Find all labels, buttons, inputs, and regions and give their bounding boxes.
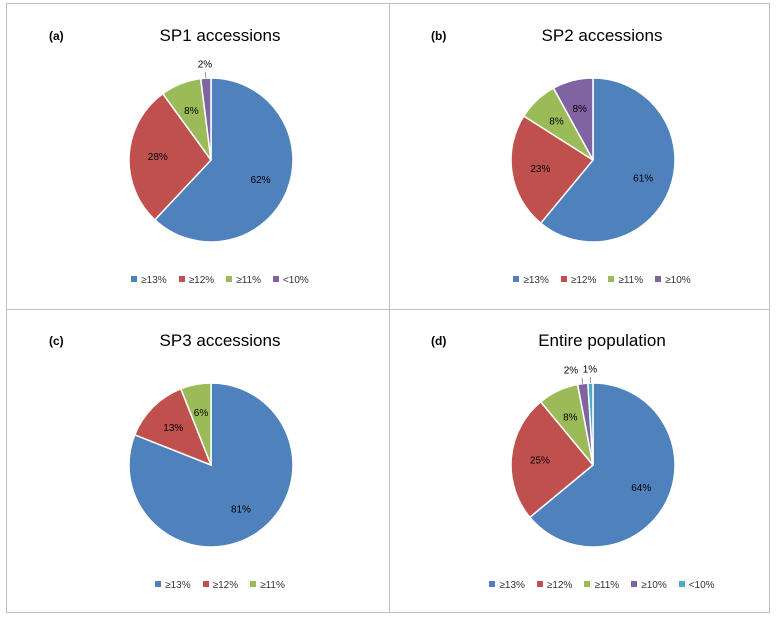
pie-slice [153, 77, 294, 243]
pie-slice [199, 77, 212, 161]
slice-data-label: 1% [583, 365, 598, 376]
chart-legend: ≥13% ≥12% ≥11% ≥10% [411, 275, 776, 286]
chart-legend: ≥13% ≥12% ≥11% <10% [29, 275, 411, 286]
legend-swatch [678, 581, 685, 588]
legend-item: ≥10% [631, 580, 667, 591]
slice-data-label: 2% [198, 60, 213, 71]
chart-panel: (d) Entire population 64% 25% 8% 2% 1% ≥13% ≥12%… [389, 309, 771, 614]
legend-item: ≥10% [655, 275, 691, 286]
figure-frame: (a) SP1 accessions 62% 28% 8% 2% ≥13% ≥12% ≥11% <… [6, 3, 770, 613]
slice-data-label: 13% [163, 423, 183, 434]
legend-label: <10% [688, 580, 715, 591]
leader-line [581, 377, 584, 384]
legend-item: ≥11% [250, 580, 285, 591]
legend-swatch [608, 276, 615, 283]
legend-label: ≥12% [188, 275, 215, 286]
panel-label: (c) [49, 334, 64, 348]
panel-divider-horizontal [7, 309, 769, 310]
legend-label: ≥10% [641, 580, 667, 591]
slice-data-label: 6% [194, 408, 209, 419]
slice-data-label: 62% [251, 175, 271, 186]
legend-label: ≥11% [236, 275, 261, 286]
legend-item: <10% [272, 275, 309, 286]
legend-swatch [489, 581, 496, 588]
pie-slice [133, 387, 213, 467]
pie-chart: 81% 13% 6% [128, 382, 294, 548]
slice-data-label: 23% [530, 164, 550, 175]
slice-data-label: 2% [564, 365, 579, 376]
legend-swatch [536, 581, 543, 588]
pie-chart: 64% 25% 8% 2% 1% [510, 365, 676, 548]
chart-title: SP3 accessions [159, 331, 281, 350]
legend-swatch [250, 581, 257, 588]
panel-label: (d) [431, 334, 447, 348]
legend-item: <10% [678, 580, 715, 591]
legend-swatch [513, 276, 520, 283]
chart-title: SP1 accessions [159, 26, 281, 45]
slice-data-label: 8% [563, 412, 578, 423]
pie-slice [528, 382, 676, 548]
legend-label: ≥10% [665, 275, 691, 286]
legend-label: ≥13% [165, 580, 191, 591]
slice-data-label: 25% [530, 455, 550, 466]
chart-title: Entire population [538, 331, 666, 350]
legend-swatch [631, 581, 638, 588]
pie-chart: 62% 28% 8% 2% [128, 60, 294, 243]
chart-legend: ≥13% ≥12% ≥11% [29, 580, 411, 591]
legend-swatch [131, 276, 138, 283]
pie-slice [539, 77, 676, 243]
legend-label: ≥13% [499, 580, 525, 591]
legend-label: ≥13% [523, 275, 549, 286]
legend-item: ≥13% [513, 275, 549, 286]
legend-item: ≥12% [536, 580, 573, 591]
slice-data-label: 8% [184, 106, 199, 117]
chart-panel: (b) SP2 accessions 61% 23% 8% 8% ≥13% ≥12% ≥11% ≥… [389, 4, 771, 309]
legend-item: ≥11% [226, 275, 261, 286]
legend-label: ≥12% [546, 580, 573, 591]
panel-divider-vertical [389, 4, 390, 612]
legend-swatch [202, 581, 209, 588]
panel-label: (b) [431, 29, 447, 43]
panel-label: (a) [49, 29, 64, 43]
legend-label: ≥11% [594, 580, 620, 591]
legend-swatch [584, 581, 591, 588]
pie-slice [510, 400, 595, 519]
legend-label: ≥12% [212, 580, 239, 591]
slice-data-label: 81% [231, 505, 251, 516]
pie-slice [179, 382, 212, 466]
slice-data-label: 28% [148, 152, 168, 163]
legend-label: ≥13% [141, 275, 167, 286]
legend-label: ≥12% [570, 275, 597, 286]
legend-label: ≥11% [260, 580, 285, 591]
legend-item: ≥13% [155, 580, 191, 591]
pie-slice [128, 92, 212, 221]
pie-slice [128, 382, 294, 548]
legend-swatch [226, 276, 233, 283]
legend-swatch [655, 276, 662, 283]
slice-data-label: 61% [633, 174, 653, 185]
legend-item: ≥12% [560, 275, 597, 286]
legend-label: <10% [282, 275, 309, 286]
legend-item: ≥12% [178, 275, 215, 286]
chart-panel: (a) SP1 accessions 62% 28% 8% 2% ≥13% ≥12% ≥11% <… [7, 4, 389, 309]
legend-swatch [178, 276, 185, 283]
slice-data-label: 64% [631, 483, 651, 494]
legend-item: ≥11% [584, 580, 619, 591]
pie-slice [552, 77, 594, 161]
pie-slice [510, 115, 595, 225]
legend-item: ≥12% [202, 580, 239, 591]
slice-data-label: 8% [573, 104, 588, 115]
chart-legend: ≥13% ≥12% ≥11% ≥10% <10% [411, 580, 776, 591]
legend-item: ≥13% [131, 275, 167, 286]
legend-item: ≥11% [608, 275, 643, 286]
slice-data-label: 8% [549, 117, 564, 128]
chart-title: SP2 accessions [541, 26, 663, 45]
legend-swatch [560, 276, 567, 283]
legend-item: ≥13% [489, 580, 525, 591]
legend-swatch [155, 581, 162, 588]
chart-panel: (c) SP3 accessions 81% 13% 6% ≥13% ≥12% ≥11% [7, 309, 389, 614]
legend-swatch [272, 276, 279, 283]
pie-chart: 61% 23% 8% 8% [510, 77, 676, 243]
legend-label: ≥11% [618, 275, 644, 286]
